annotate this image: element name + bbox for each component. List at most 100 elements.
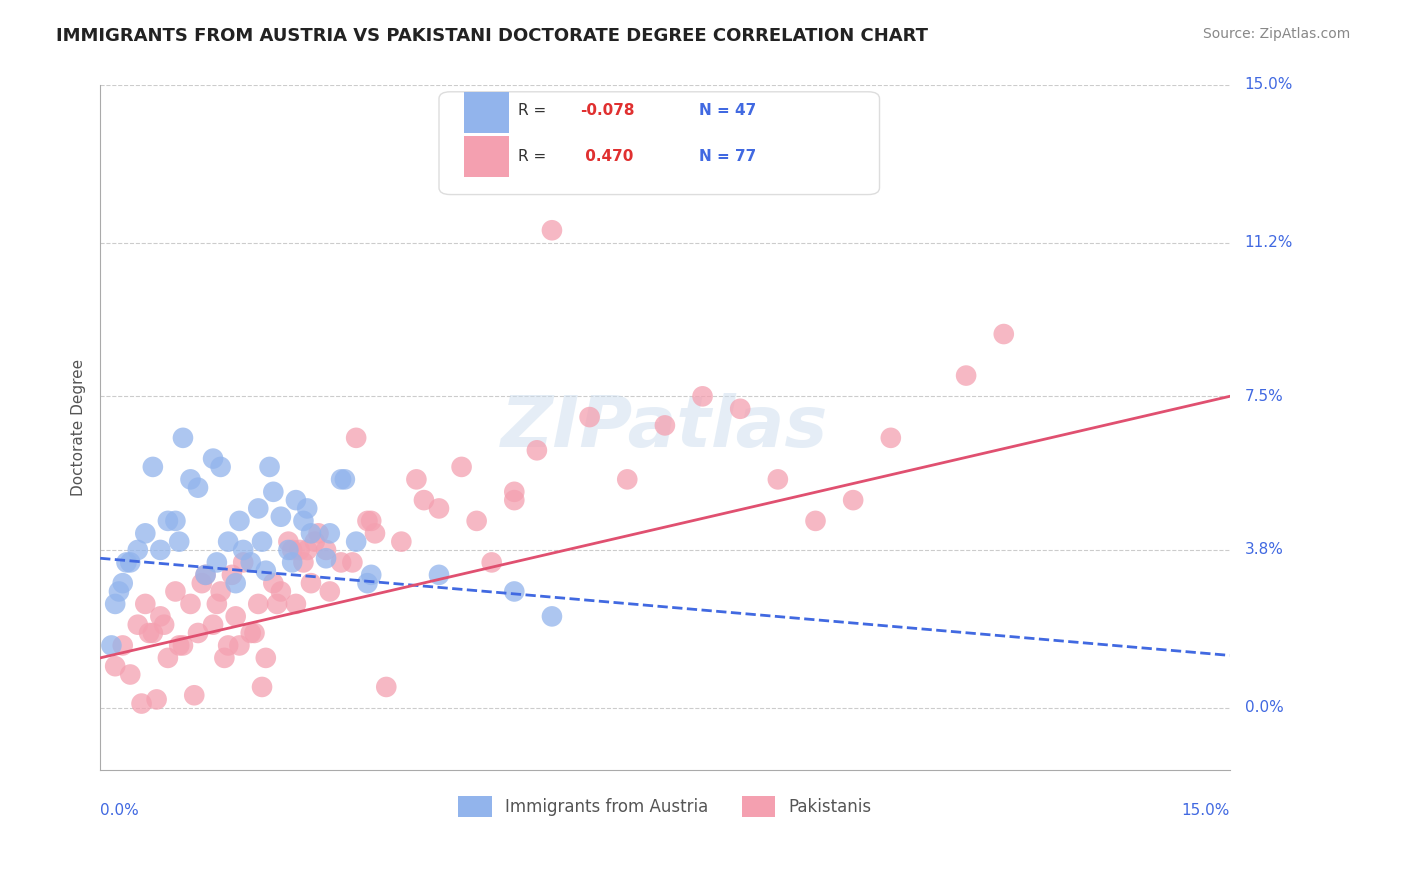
Point — [465, 514, 488, 528]
Point — [526, 443, 548, 458]
Point — [450, 459, 472, 474]
Point — [993, 326, 1015, 341]
Point — [214, 651, 236, 665]
Point — [239, 626, 262, 640]
Text: R =: R = — [517, 149, 551, 164]
Point — [209, 584, 232, 599]
Point — [692, 389, 714, 403]
Point — [315, 543, 337, 558]
Point — [153, 617, 176, 632]
Point — [142, 459, 165, 474]
Point — [111, 639, 134, 653]
Point — [880, 431, 903, 445]
Point — [266, 597, 288, 611]
Point — [254, 651, 277, 665]
Y-axis label: Doctorate Degree: Doctorate Degree — [72, 359, 86, 496]
Point — [138, 626, 160, 640]
Point — [194, 567, 217, 582]
Text: Source: ZipAtlas.com: Source: ZipAtlas.com — [1202, 27, 1350, 41]
Point — [427, 567, 450, 582]
Point — [254, 564, 277, 578]
Point — [288, 543, 311, 558]
Point — [127, 617, 149, 632]
Point — [202, 617, 225, 632]
Point — [277, 534, 299, 549]
Point — [104, 597, 127, 611]
Bar — [464, 92, 509, 133]
Point — [481, 555, 503, 569]
Point — [259, 459, 281, 474]
Point — [183, 688, 205, 702]
Point — [194, 567, 217, 582]
Point — [281, 543, 304, 558]
Point — [375, 680, 398, 694]
Point — [616, 472, 638, 486]
Point — [120, 667, 142, 681]
Point — [654, 418, 676, 433]
Text: -0.078: -0.078 — [581, 103, 634, 119]
Point — [111, 576, 134, 591]
Point — [104, 659, 127, 673]
Point — [728, 401, 751, 416]
Point — [191, 576, 214, 591]
Point — [427, 501, 450, 516]
Point — [315, 551, 337, 566]
Point — [187, 626, 209, 640]
Text: 3.8%: 3.8% — [1244, 542, 1284, 558]
Point — [134, 526, 156, 541]
Point — [342, 555, 364, 569]
Point — [330, 472, 353, 486]
Point — [165, 514, 187, 528]
Point — [292, 555, 315, 569]
Point — [299, 576, 322, 591]
Point — [284, 493, 307, 508]
Point — [304, 534, 326, 549]
Point — [270, 584, 292, 599]
Point — [108, 584, 131, 599]
Point — [297, 543, 319, 558]
Text: 0.0%: 0.0% — [100, 803, 139, 818]
Point — [250, 680, 273, 694]
Point — [179, 597, 201, 611]
Point — [503, 493, 526, 508]
Point — [172, 431, 194, 445]
Point — [239, 555, 262, 569]
Text: 11.2%: 11.2% — [1244, 235, 1294, 251]
Point — [344, 534, 367, 549]
Point — [333, 472, 356, 486]
Text: 7.5%: 7.5% — [1244, 389, 1284, 404]
Point — [277, 543, 299, 558]
Point — [356, 514, 378, 528]
Point — [145, 692, 167, 706]
Point — [228, 514, 250, 528]
Point — [319, 584, 342, 599]
Text: IMMIGRANTS FROM AUSTRIA VS PAKISTANI DOCTORATE DEGREE CORRELATION CHART: IMMIGRANTS FROM AUSTRIA VS PAKISTANI DOC… — [56, 27, 928, 45]
Point — [364, 526, 387, 541]
Point — [247, 597, 270, 611]
Point — [308, 526, 330, 541]
Point — [225, 609, 247, 624]
Point — [142, 626, 165, 640]
Point — [284, 597, 307, 611]
Point — [299, 526, 322, 541]
Point — [149, 543, 172, 558]
Point — [187, 481, 209, 495]
Point — [165, 584, 187, 599]
Text: ZIPatlas: ZIPatlas — [501, 393, 828, 462]
Point — [344, 431, 367, 445]
Point — [221, 567, 243, 582]
Point — [127, 543, 149, 558]
Point — [167, 534, 190, 549]
Point — [541, 223, 564, 237]
Point — [541, 609, 564, 624]
Point — [330, 555, 353, 569]
Text: N = 77: N = 77 — [699, 149, 756, 164]
Point — [319, 526, 342, 541]
Point — [389, 534, 412, 549]
Point — [262, 484, 284, 499]
Point — [292, 514, 315, 528]
Point — [503, 584, 526, 599]
Point — [503, 484, 526, 499]
Point — [217, 534, 239, 549]
Point — [262, 576, 284, 591]
